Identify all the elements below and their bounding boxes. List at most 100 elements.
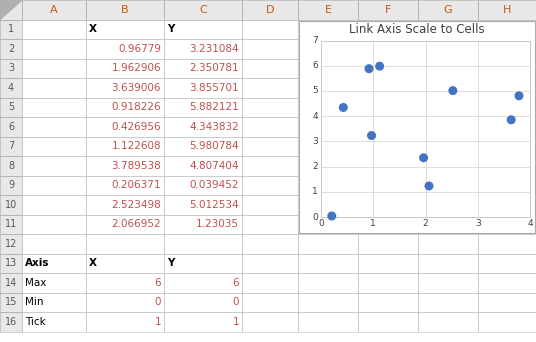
- Bar: [418, 234, 478, 253]
- Bar: [358, 39, 418, 58]
- Bar: [298, 78, 358, 97]
- Bar: [418, 136, 478, 156]
- Bar: [164, 78, 242, 97]
- Bar: [22, 292, 86, 312]
- Text: 8: 8: [8, 161, 14, 171]
- Bar: [164, 39, 242, 58]
- Bar: [242, 175, 298, 195]
- Bar: [298, 175, 358, 195]
- Text: 15: 15: [5, 297, 17, 307]
- Bar: [358, 156, 418, 175]
- Bar: [358, 117, 418, 136]
- Bar: [358, 58, 418, 78]
- Bar: [478, 39, 536, 58]
- Bar: [358, 273, 418, 292]
- Bar: [86, 175, 164, 195]
- Bar: [242, 19, 298, 39]
- Bar: [242, 312, 298, 331]
- Bar: [478, 58, 536, 78]
- Bar: [22, 136, 86, 156]
- Bar: [22, 234, 86, 253]
- Bar: [164, 39, 242, 58]
- Bar: [22, 253, 86, 273]
- Bar: [358, 214, 418, 234]
- Bar: [86, 78, 164, 97]
- Bar: [86, 312, 164, 331]
- Circle shape: [420, 154, 427, 161]
- Bar: [298, 273, 358, 292]
- Bar: [86, 312, 164, 331]
- Bar: [86, 253, 164, 273]
- Bar: [418, 0, 478, 19]
- Bar: [418, 97, 478, 117]
- Bar: [418, 39, 478, 58]
- Bar: [22, 78, 86, 97]
- Bar: [298, 97, 358, 117]
- Bar: [86, 97, 164, 117]
- Bar: [0, 273, 22, 292]
- Bar: [418, 0, 478, 19]
- Text: 6: 6: [154, 278, 161, 288]
- Text: 4.343832: 4.343832: [189, 122, 239, 132]
- Bar: [298, 195, 358, 214]
- Bar: [0, 234, 22, 253]
- Bar: [298, 58, 358, 78]
- Bar: [0, 292, 22, 312]
- Bar: [418, 273, 478, 292]
- Bar: [358, 78, 418, 97]
- Bar: [164, 19, 242, 39]
- Bar: [478, 253, 536, 273]
- Bar: [0, 253, 22, 273]
- Bar: [242, 156, 298, 175]
- Bar: [164, 117, 242, 136]
- Text: C: C: [199, 5, 207, 15]
- Text: A: A: [50, 5, 58, 15]
- Bar: [164, 97, 242, 117]
- Text: 9: 9: [8, 180, 14, 190]
- Bar: [0, 312, 22, 331]
- Bar: [0, 195, 22, 214]
- Bar: [164, 175, 242, 195]
- Text: 0.206371: 0.206371: [111, 180, 161, 190]
- Bar: [478, 0, 536, 19]
- Circle shape: [339, 104, 347, 111]
- Bar: [164, 312, 242, 331]
- Bar: [22, 136, 86, 156]
- Bar: [298, 175, 358, 195]
- Bar: [164, 58, 242, 78]
- Bar: [86, 0, 164, 19]
- Bar: [22, 19, 86, 39]
- Bar: [164, 195, 242, 214]
- Bar: [298, 97, 358, 117]
- Bar: [0, 58, 22, 78]
- Bar: [22, 175, 86, 195]
- Bar: [164, 292, 242, 312]
- Bar: [86, 234, 164, 253]
- Bar: [0, 136, 22, 156]
- Bar: [22, 39, 86, 58]
- Bar: [0, 58, 22, 78]
- Bar: [298, 292, 358, 312]
- Bar: [478, 136, 536, 156]
- Text: 11: 11: [5, 219, 17, 229]
- Bar: [418, 39, 478, 58]
- Text: X: X: [89, 258, 97, 268]
- Bar: [0, 0, 22, 19]
- Bar: [86, 39, 164, 58]
- Bar: [358, 234, 418, 253]
- Bar: [418, 156, 478, 175]
- Bar: [358, 97, 418, 117]
- Bar: [358, 312, 418, 331]
- Text: 0: 0: [233, 297, 239, 307]
- Bar: [478, 97, 536, 117]
- Bar: [298, 0, 358, 19]
- Bar: [0, 136, 22, 156]
- Bar: [242, 234, 298, 253]
- Bar: [358, 58, 418, 78]
- Bar: [164, 156, 242, 175]
- Bar: [86, 156, 164, 175]
- Bar: [242, 273, 298, 292]
- Bar: [0, 19, 22, 39]
- Text: Max: Max: [25, 278, 47, 288]
- Bar: [86, 292, 164, 312]
